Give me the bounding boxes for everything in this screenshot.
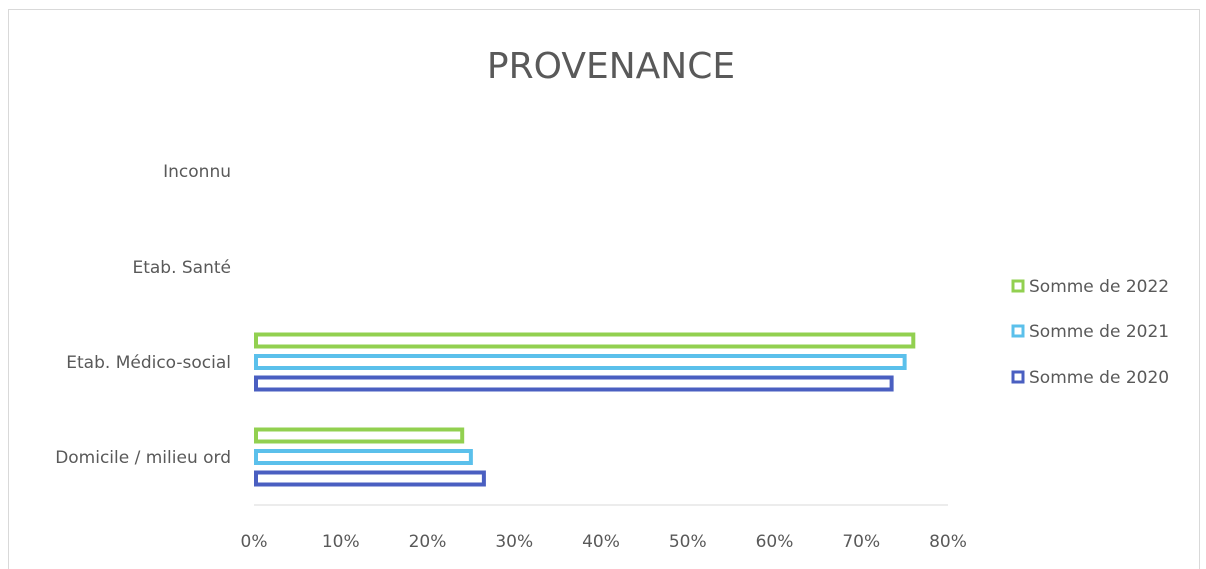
legend: Somme de 2022 Somme de 2021 Somme de 2020 (1011, 277, 1169, 388)
x-tick-label: 0% (241, 532, 268, 552)
x-tick-label: 30% (495, 532, 533, 552)
bar-4-series-2 (254, 449, 473, 465)
legend-label: Somme de 2021 (1029, 322, 1169, 342)
legend-swatch (1011, 324, 1025, 338)
x-tick-labels: 0% 10% 20% 30% 40% 50% 60% 70% 80% (241, 532, 967, 552)
bars-group (254, 332, 916, 487)
x-tick-label: 40% (582, 532, 620, 552)
bar-3-series-1 (254, 332, 916, 349)
category-labels: Inconnu Etab. Santé Etab. Médico-social Dom… (55, 162, 231, 468)
legend-swatch (1011, 370, 1025, 384)
x-tick-label: 10% (322, 532, 360, 552)
bar-3-series-3 (254, 375, 894, 392)
category-label: Etab. Médico-social (66, 353, 231, 373)
legend-swatch (1011, 279, 1025, 293)
x-tick-label: 20% (409, 532, 447, 552)
x-tick-label: 70% (842, 532, 880, 552)
chart-title: PROVENANCE (487, 46, 735, 87)
category-label: Domicile / milieu ord (55, 448, 231, 468)
x-tick-label: 60% (756, 532, 794, 552)
category-label: Etab. Santé (132, 258, 231, 278)
x-tick-label: 50% (669, 532, 707, 552)
legend-label: Somme de 2020 (1029, 368, 1169, 388)
chart-frame (8, 9, 1200, 569)
legend-label: Somme de 2022 (1029, 277, 1169, 297)
bar-4-series-3 (254, 470, 486, 487)
bar-3-series-2 (254, 354, 907, 370)
x-tick-label: 80% (929, 532, 967, 552)
bar-4-series-1 (254, 427, 465, 444)
category-label: Inconnu (163, 162, 231, 182)
